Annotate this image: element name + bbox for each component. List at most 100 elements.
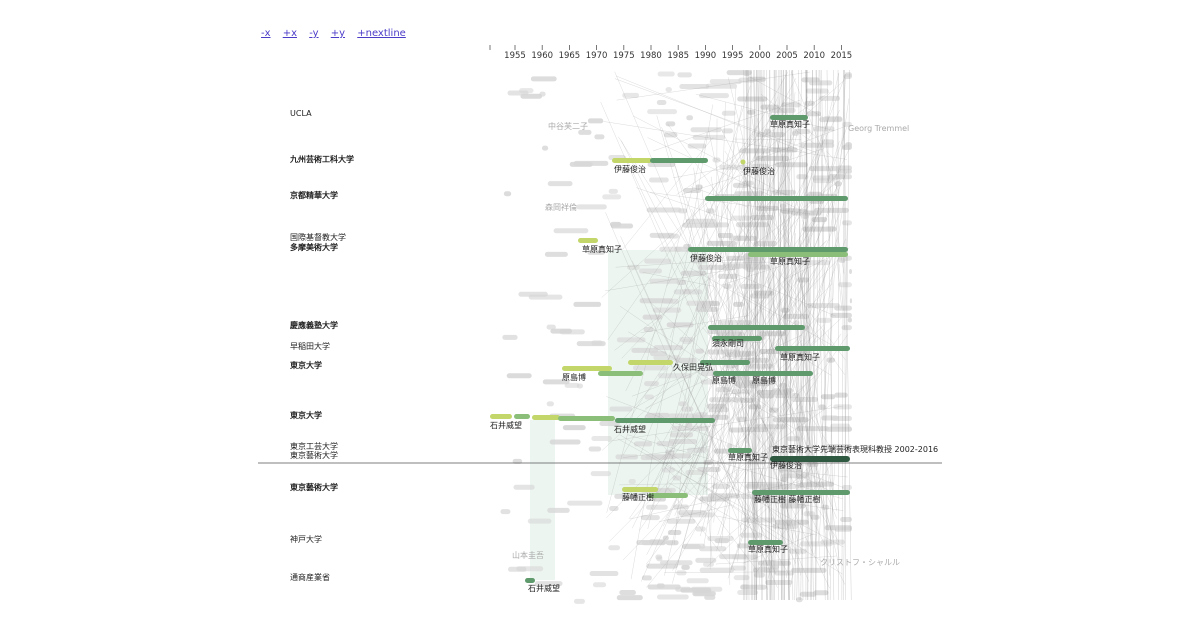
- person-label[interactable]: 石井威望: [614, 424, 646, 434]
- career-bar[interactable]: [648, 493, 688, 498]
- career-bar[interactable]: [712, 336, 762, 341]
- career-bar[interactable]: [490, 414, 512, 419]
- career-bar[interactable]: [770, 456, 850, 462]
- person-label[interactable]: 伊藤俊治: [690, 253, 722, 263]
- nextline-link[interactable]: +nextline: [357, 28, 406, 39]
- connection-line: [755, 419, 803, 555]
- faded-bar: [818, 404, 826, 410]
- faded-bar: [676, 279, 687, 285]
- person-label[interactable]: 原島博: [562, 372, 586, 382]
- connection-line: [676, 91, 830, 195]
- career-bar[interactable]: [562, 366, 612, 371]
- faded-bar: [608, 545, 621, 551]
- highlight-label[interactable]: 東京藝術大学先端芸術表現科教授 2002-2016: [772, 444, 938, 454]
- faded-bar: [594, 134, 605, 140]
- career-bar[interactable]: [775, 346, 850, 351]
- faded-bar: [707, 536, 734, 542]
- minus-y-link[interactable]: -y: [309, 28, 319, 39]
- person-label[interactable]: 伊藤俊治: [614, 164, 646, 174]
- connection-line: [798, 259, 840, 559]
- faded-bar: [722, 283, 732, 289]
- faded-bar: [849, 268, 852, 274]
- connection-line: [622, 128, 815, 456]
- faded-bar: [731, 215, 752, 221]
- person-label[interactable]: 中谷芙二子: [548, 121, 588, 131]
- connection-line: [829, 69, 834, 601]
- person-label[interactable]: 原島博: [712, 375, 736, 385]
- faded-bar: [588, 446, 602, 452]
- career-bar[interactable]: [622, 487, 658, 492]
- connection-line: [619, 305, 779, 414]
- career-bar[interactable]: [770, 115, 808, 120]
- career-bar[interactable]: [700, 360, 750, 365]
- minus-x-link[interactable]: -x: [261, 28, 271, 39]
- faded-bar: [546, 401, 554, 407]
- career-bar[interactable]: [708, 325, 805, 330]
- faded-bar: [838, 257, 846, 263]
- faded-bar: [638, 268, 663, 274]
- career-bar[interactable]: [628, 360, 673, 365]
- person-label[interactable]: 原島博: [752, 375, 776, 385]
- faded-bar: [726, 70, 752, 76]
- person-label[interactable]: 須永剛司: [712, 338, 744, 348]
- career-bar[interactable]: [752, 490, 850, 495]
- person-label[interactable]: 草原真知子: [770, 256, 810, 266]
- faded-bar: [653, 345, 684, 351]
- career-bar[interactable]: [650, 158, 708, 163]
- connection-line: [649, 301, 726, 372]
- plus-y-link[interactable]: +y: [330, 28, 346, 39]
- connection-line: [805, 69, 814, 601]
- person-label[interactable]: 石井威望: [528, 583, 560, 593]
- institution-label: 東京藝術大学: [290, 450, 338, 460]
- institution-label: 京都精華大学: [290, 190, 338, 200]
- career-bar[interactable]: [598, 371, 643, 376]
- connection-line: [695, 93, 835, 131]
- career-bar[interactable]: [514, 414, 530, 419]
- career-bar[interactable]: [612, 158, 652, 163]
- person-label[interactable]: 草原真知子: [728, 452, 768, 462]
- person-label[interactable]: 草原真知子: [748, 544, 788, 554]
- person-label[interactable]: 草原真知子: [582, 244, 622, 254]
- connection-line: [639, 251, 828, 531]
- connection-line: [653, 99, 801, 152]
- career-bar[interactable]: [705, 196, 848, 201]
- career-bar[interactable]: [713, 371, 813, 376]
- connection-lines: [600, 69, 852, 601]
- faded-bar: [736, 416, 748, 422]
- connection-line: [616, 71, 811, 101]
- person-label[interactable]: Georg Tremmel: [848, 124, 909, 133]
- person-label[interactable]: 草原真知子: [780, 352, 820, 362]
- connection-line: [619, 179, 785, 434]
- faded-bar: [707, 493, 740, 499]
- career-bar[interactable]: [532, 415, 560, 420]
- faded-bar: [661, 467, 675, 473]
- person-label[interactable]: 伊藤俊治: [743, 166, 775, 176]
- career-bar[interactable]: [748, 540, 783, 545]
- faded-bar: [507, 90, 529, 96]
- career-bar[interactable]: [558, 416, 615, 421]
- career-dot[interactable]: [740, 159, 746, 165]
- career-bar[interactable]: [748, 252, 848, 257]
- faded-bar: [780, 503, 806, 509]
- faded-bar: [770, 564, 779, 570]
- person-label[interactable]: 草原真知子: [770, 119, 810, 129]
- career-bar[interactable]: [578, 238, 598, 243]
- person-label[interactable]: 石井威望: [490, 420, 522, 430]
- person-label[interactable]: 久保田晃弘: [673, 362, 713, 372]
- career-bar[interactable]: [525, 578, 535, 583]
- plus-x-link[interactable]: +x: [282, 28, 298, 39]
- person-label[interactable]: 藤幡正樹 藤幡正樹: [754, 494, 821, 504]
- connection-line: [666, 71, 789, 287]
- career-bar[interactable]: [728, 448, 752, 453]
- person-label[interactable]: 山本圭吾: [512, 550, 544, 560]
- faded-bar: [821, 415, 839, 421]
- faded-bar: [718, 320, 752, 326]
- person-label[interactable]: 森岡祥倫: [545, 202, 577, 212]
- faded-bar: [847, 317, 852, 323]
- career-bar[interactable]: [615, 418, 715, 423]
- career-bar[interactable]: [688, 247, 848, 252]
- person-label[interactable]: クリストフ・シャルル: [820, 558, 900, 567]
- person-label[interactable]: 藤幡正樹: [622, 492, 654, 502]
- person-label[interactable]: 伊藤俊治: [770, 460, 802, 470]
